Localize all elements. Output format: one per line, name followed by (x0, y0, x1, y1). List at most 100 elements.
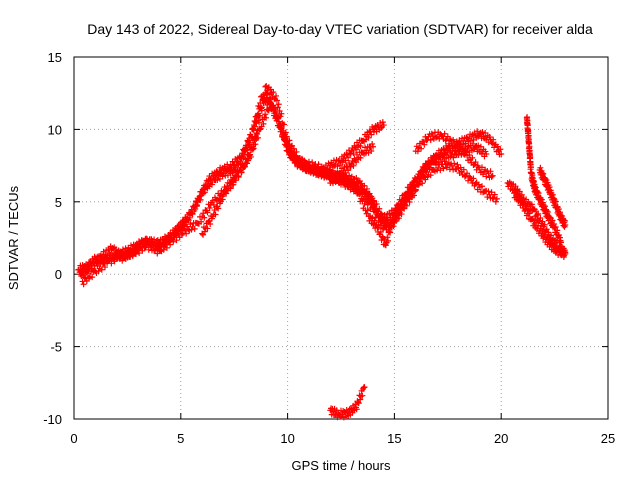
series-arc-7 (412, 129, 496, 181)
data-point-fill (377, 228, 384, 235)
data-point-fill (119, 249, 126, 256)
data-point-fill (368, 201, 375, 208)
data-point-fill (200, 210, 207, 217)
data-point-fill (200, 231, 207, 238)
data-point-fill (240, 164, 247, 171)
data-point-fill (167, 241, 174, 248)
data-point-fill (553, 239, 560, 246)
data-point-fill (548, 232, 555, 239)
data-point-fill (215, 205, 222, 212)
data-point-fill (539, 228, 546, 235)
data-point-fill (436, 153, 443, 160)
data-point-fill (549, 191, 556, 198)
data-point-fill (490, 194, 497, 201)
series-arc-6 (327, 140, 377, 187)
x-tick-label: 10 (280, 431, 294, 446)
data-point (493, 195, 500, 202)
data-point-fill (414, 182, 421, 189)
data-point-fill (555, 206, 562, 213)
data-point-fill (466, 151, 473, 158)
data-point-fill (230, 181, 237, 188)
data-point-fill (349, 184, 356, 191)
data-point-fill (251, 123, 258, 130)
data-point-fill (150, 241, 157, 248)
data-point-fill (233, 161, 240, 168)
data-point-fill (364, 207, 371, 214)
data-point-fill (488, 173, 495, 180)
data-point (361, 384, 368, 391)
data-point-fill (346, 172, 353, 179)
data-point-fill (248, 147, 255, 154)
data-point-fill (400, 204, 407, 211)
data-point-fill (273, 117, 280, 124)
y-tick-label: 5 (55, 195, 62, 210)
data-point-fill (488, 189, 495, 196)
data-point-fill (274, 114, 281, 121)
data-point-fill (112, 251, 119, 258)
data-point-fill (537, 214, 544, 221)
data-point-fill (346, 147, 353, 154)
series-arc-5 (316, 119, 387, 178)
data-point-fill (207, 221, 214, 228)
data-point-fill (204, 209, 211, 216)
data-point-fill (552, 198, 559, 205)
data-point-fill (200, 190, 207, 197)
data-point-fill (357, 154, 364, 161)
data-point-fill (337, 174, 344, 181)
data-point-fill (527, 163, 534, 170)
data-point-fill (469, 140, 476, 147)
data-point-fill (361, 190, 368, 197)
data-point-fill (415, 181, 422, 188)
data-point-fill (219, 196, 226, 203)
data-point-fill (369, 195, 376, 202)
data-point-fill (411, 188, 418, 195)
data-point-fill (245, 139, 252, 146)
data-point-fill (541, 203, 548, 210)
data-point-fill (350, 162, 357, 169)
data-point-fill (274, 104, 281, 111)
chart-title: Day 143 of 2022, Sidereal Day-to-day VTE… (87, 21, 593, 37)
data-point-fill (441, 130, 448, 137)
data-point-fill (347, 176, 354, 183)
data-point-fill (129, 253, 136, 260)
data-point-fill (537, 164, 544, 171)
data-point-fill (283, 133, 290, 140)
data-point-fill (202, 186, 209, 193)
x-tick-label: 5 (177, 431, 184, 446)
data-point (498, 151, 505, 158)
data-point-fill (161, 233, 168, 240)
data-point-fill (457, 164, 464, 171)
data-point-fill (301, 157, 308, 164)
data-point-fill (108, 260, 115, 267)
data-point-fill (339, 171, 346, 178)
data-point-fill (212, 211, 219, 218)
data-point-fill (286, 137, 293, 144)
data-point-fill (469, 154, 476, 161)
data-point-fill (535, 222, 542, 229)
data-point-fill (126, 253, 133, 260)
data-point-fill (462, 172, 469, 179)
data-point-fill (279, 131, 286, 138)
data-point (562, 250, 569, 257)
data-point-fill (186, 214, 193, 221)
data-point-fill (218, 170, 225, 177)
data-point-fill (98, 266, 105, 273)
data-point-fill (414, 148, 421, 155)
plot-frame (73, 56, 609, 420)
series-arc-8 (327, 384, 368, 421)
data-point-fill (477, 143, 484, 150)
data-point-fill (359, 392, 366, 399)
data-point-fill (368, 148, 375, 155)
data-point-fill (192, 206, 199, 213)
data-point-fill (520, 200, 527, 207)
y-axis-label: SDTVAR / TECUs (6, 185, 21, 290)
data-point-fill (492, 198, 499, 205)
data-point-fill (528, 201, 535, 208)
data-point-fill (450, 136, 457, 143)
data-point-fill (260, 120, 267, 127)
axis-ticks: 0 5 10 15 20 25 -10 -5 0 5 10 15 (43, 50, 615, 446)
data-point-fill (437, 167, 444, 174)
data-point-fill (560, 253, 567, 260)
data-point-fill (235, 160, 242, 167)
data-point-fill (410, 192, 417, 199)
